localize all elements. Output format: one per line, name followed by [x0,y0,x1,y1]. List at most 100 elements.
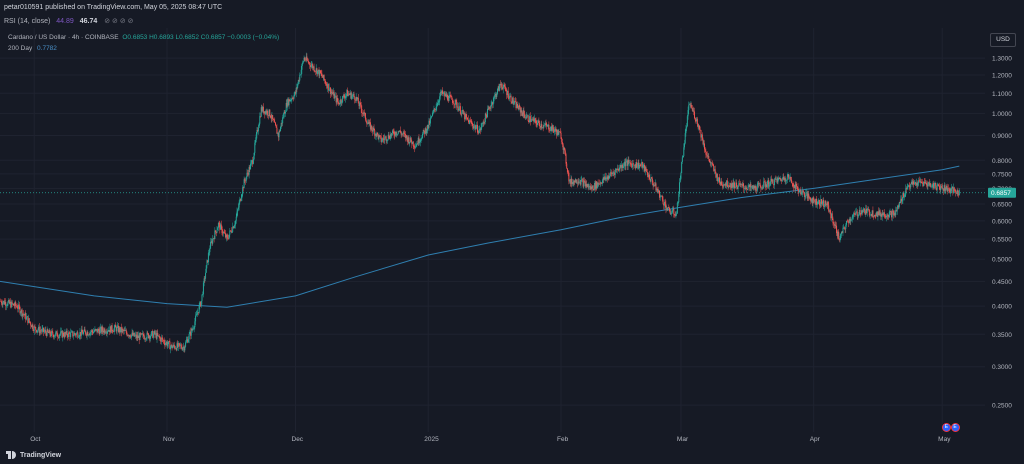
candle-body [243,179,245,189]
candle-body [351,95,353,99]
candle-body [344,96,346,99]
candle-body [716,174,718,178]
candle-body [457,106,459,108]
candle-body [264,111,266,115]
candle-body [69,333,71,337]
currency-selector[interactable]: USD [990,33,1016,47]
candle-body [841,231,843,235]
candle-body [868,209,870,216]
candle-body [929,183,931,186]
candle-body [760,185,762,189]
candle-body [416,143,418,146]
price-chart[interactable]: 1.3000 1.2000 1.1000 1.0000 0.9000 0.8000 0.75… [0,0,1024,446]
candle-body [561,142,563,145]
candle-body [181,347,183,350]
candle-body [910,184,912,188]
candle-body [923,181,925,187]
candle-body [38,326,40,333]
earnings-event-icon[interactable]: E [941,423,951,432]
candle-body [267,115,269,116]
candle-body [49,330,51,335]
candle-body [73,335,75,337]
candle-body [44,330,46,332]
candle-body [232,226,234,232]
candle-body [228,234,230,239]
candle-body [442,93,444,94]
candle-body [464,114,466,120]
candle-body [705,151,707,155]
candle-body [154,331,156,335]
candle-body [559,131,561,133]
candle-body [244,179,246,181]
candle-body [396,133,398,135]
candle-body [927,183,929,187]
candle-body [454,104,456,106]
candle-body [689,104,691,106]
candle-body [439,96,441,102]
candle-body [230,230,232,232]
candle-body [762,187,764,189]
rsi-visibility-icons[interactable]: ⊘ ⊘ ⊘ ⊘ [104,18,134,25]
candle-body [546,124,548,127]
candle-body [494,95,496,97]
candle-body [3,300,5,305]
candle-body [388,134,390,139]
candle-body [815,198,817,204]
candle-body [896,208,898,212]
candle-body [342,95,344,97]
candle-body [759,183,761,186]
candle-body [407,137,409,142]
candle-body [270,115,272,118]
candle-body [805,192,807,196]
candle-body [908,185,910,187]
candle-body [846,220,848,225]
candle-body [2,302,4,305]
candle-body [469,120,471,124]
candle-body [475,127,477,130]
candle-body [933,183,935,189]
candle-body [905,188,907,195]
candle-body [563,147,565,150]
ma-legend-line[interactable]: 200 Day 0.7782 [8,45,279,52]
candle-body [323,74,325,80]
candle-body [74,333,76,335]
candle-body [469,120,471,122]
candle-body [539,126,541,128]
candle-body [343,95,345,98]
candle-body [493,96,495,102]
candle-body [912,181,914,185]
candle-body [463,113,465,115]
candle-body [719,182,721,185]
candle-body [616,168,618,170]
candle-body [151,331,153,333]
candle-body [693,111,695,119]
candle-body [810,200,812,202]
candle-body [948,188,950,190]
candle-body [739,183,741,186]
candle-body [172,346,174,349]
earnings-event-icon[interactable]: E [950,423,960,432]
candle-body [347,93,349,97]
candle-body [773,179,775,186]
candle-body [238,202,240,208]
candle-body [215,231,217,233]
candle-body [549,130,551,131]
candle-body [634,165,636,168]
candle-body [571,178,573,185]
candle-body [85,331,87,335]
candle-body [765,184,767,187]
rsi-indicator-line[interactable]: RSI (14, close) 44.89 46.74 ⊘ ⊘ ⊘ ⊘ [4,17,134,25]
candle-body [124,330,126,331]
candle-body [828,205,830,212]
candle-body [449,95,451,97]
candle-body [831,213,833,219]
candle-body [91,330,93,332]
candle-body [45,332,47,336]
candle-body [531,118,533,122]
candle-body [915,182,917,186]
candle-body [693,110,695,112]
candle-body [656,188,658,191]
candle-body [95,329,97,330]
candle-body [422,133,424,139]
candle-body [254,142,256,153]
